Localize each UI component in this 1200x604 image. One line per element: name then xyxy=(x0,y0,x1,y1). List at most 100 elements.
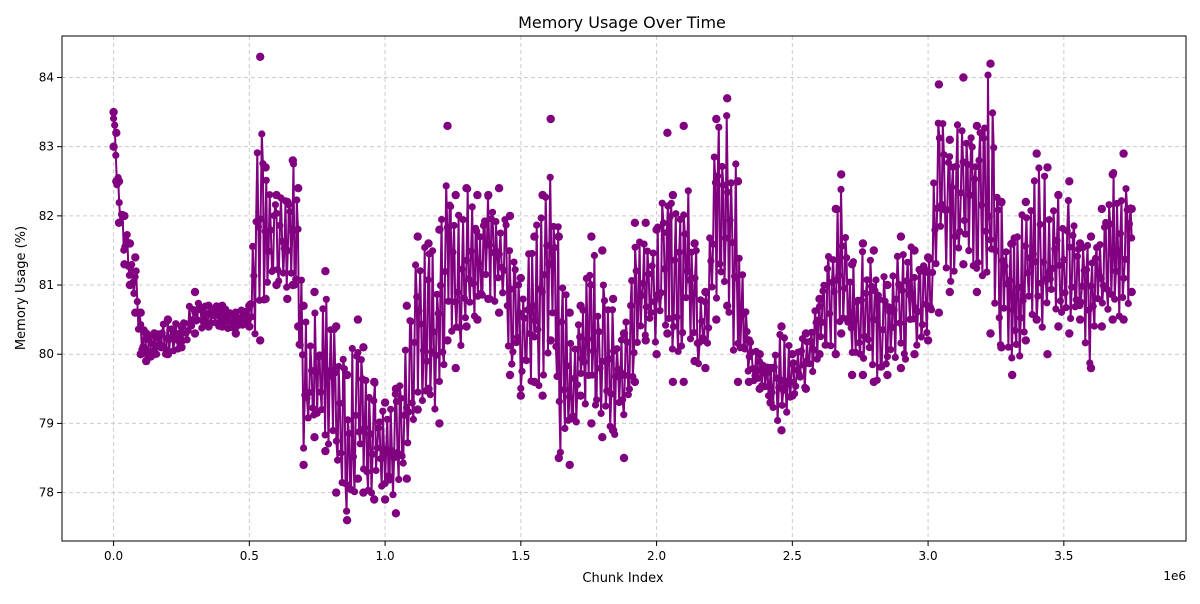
data-point-marker xyxy=(1030,177,1038,185)
data-point-low xyxy=(847,370,857,380)
data-point-high xyxy=(1086,232,1096,241)
data-point-marker xyxy=(533,221,541,229)
data-point-marker xyxy=(602,402,610,410)
data-point-marker xyxy=(503,302,511,310)
data-point-marker xyxy=(418,396,426,405)
data-point-low xyxy=(332,488,341,497)
data-point-marker xyxy=(266,191,274,199)
data-point-low xyxy=(883,370,892,380)
x-axis-label: Chunk Index xyxy=(582,571,664,586)
data-point-marker xyxy=(414,388,422,396)
data-point-marker xyxy=(198,324,206,332)
data-point-marker xyxy=(576,333,584,341)
data-point-marker xyxy=(979,134,988,142)
data-point-marker xyxy=(838,242,846,250)
data-point-marker xyxy=(458,265,466,273)
data-point-low xyxy=(380,495,390,504)
data-point-marker xyxy=(835,272,843,280)
data-point-low xyxy=(858,370,868,380)
data-point-low xyxy=(538,391,547,400)
data-point-marker xyxy=(903,277,911,285)
data-point-marker xyxy=(863,276,871,284)
y-tick-label: 83 xyxy=(39,140,54,154)
data-point-low xyxy=(424,384,433,393)
data-point-high xyxy=(538,190,547,200)
data-point-high xyxy=(837,170,846,179)
data-point-marker xyxy=(449,248,457,256)
data-point-marker xyxy=(462,256,471,264)
data-point-marker xyxy=(511,266,519,274)
data-point-low xyxy=(359,488,368,497)
data-point-low xyxy=(923,336,933,345)
data-point-marker xyxy=(519,295,527,303)
data-point-marker xyxy=(619,396,627,404)
data-point-low xyxy=(663,329,672,338)
data-point-marker xyxy=(492,218,500,226)
data-point-marker xyxy=(404,439,412,447)
data-point-marker xyxy=(389,491,397,499)
data-point-marker xyxy=(128,260,136,269)
data-point-marker xyxy=(815,302,824,311)
data-point-marker xyxy=(660,265,669,273)
data-point-high xyxy=(114,177,124,186)
data-point-marker xyxy=(940,151,948,159)
data-point-marker xyxy=(413,293,421,301)
data-point-high xyxy=(997,197,1006,207)
data-point-marker xyxy=(390,454,398,462)
data-point-marker xyxy=(257,215,265,223)
data-point-marker xyxy=(706,234,714,242)
data-point-low xyxy=(125,280,135,290)
data-point-marker xyxy=(1017,314,1025,322)
data-point-marker xyxy=(137,321,145,329)
data-point-marker xyxy=(741,345,749,353)
data-point-marker xyxy=(677,342,686,350)
data-point-marker xyxy=(665,314,673,322)
data-point-marker xyxy=(570,374,578,383)
data-point-marker xyxy=(705,324,713,332)
data-point-marker xyxy=(986,236,994,244)
data-point-marker xyxy=(248,313,256,321)
data-point-marker xyxy=(733,274,741,282)
data-point-low xyxy=(204,322,213,331)
data-point-low xyxy=(288,280,297,290)
data-point-marker xyxy=(950,267,958,275)
data-point-low xyxy=(910,350,919,359)
data-point-low xyxy=(755,384,764,393)
data-point-high xyxy=(1043,163,1052,172)
data-point-marker xyxy=(517,384,525,392)
data-point-marker xyxy=(967,134,975,142)
data-point-low xyxy=(801,384,811,393)
data-point-marker xyxy=(1029,250,1037,258)
data-point-high xyxy=(245,301,254,310)
data-point-marker xyxy=(304,414,312,422)
data-point-low xyxy=(462,322,471,331)
data-point-marker xyxy=(274,266,282,274)
data-point-marker xyxy=(332,437,340,445)
data-point-marker xyxy=(716,260,724,268)
data-point-marker xyxy=(990,144,998,152)
data-point-marker xyxy=(455,211,463,219)
data-point-marker xyxy=(1081,339,1089,347)
data-point-marker xyxy=(515,281,523,289)
data-point-marker xyxy=(508,360,516,368)
data-point-high xyxy=(945,135,954,144)
data-point-marker xyxy=(448,327,456,335)
data-point-marker xyxy=(320,354,328,362)
data-point-marker xyxy=(261,227,269,235)
data-point-marker xyxy=(1116,230,1124,238)
data-point-marker xyxy=(309,404,317,412)
data-point-marker xyxy=(1090,322,1098,330)
data-point-marker xyxy=(469,280,477,288)
data-point-marker xyxy=(447,202,455,211)
data-point-marker xyxy=(900,350,908,358)
data-point-marker xyxy=(887,346,895,354)
data-point-marker xyxy=(662,321,670,329)
data-point-marker xyxy=(1009,306,1017,314)
data-point-marker xyxy=(673,313,681,321)
data-point-marker xyxy=(620,411,628,419)
data-point-marker xyxy=(262,176,270,184)
x-tick-label: 3.5 xyxy=(1054,549,1073,563)
data-point-marker xyxy=(548,309,557,317)
data-point-marker xyxy=(450,221,458,230)
data-point-high xyxy=(815,294,824,304)
